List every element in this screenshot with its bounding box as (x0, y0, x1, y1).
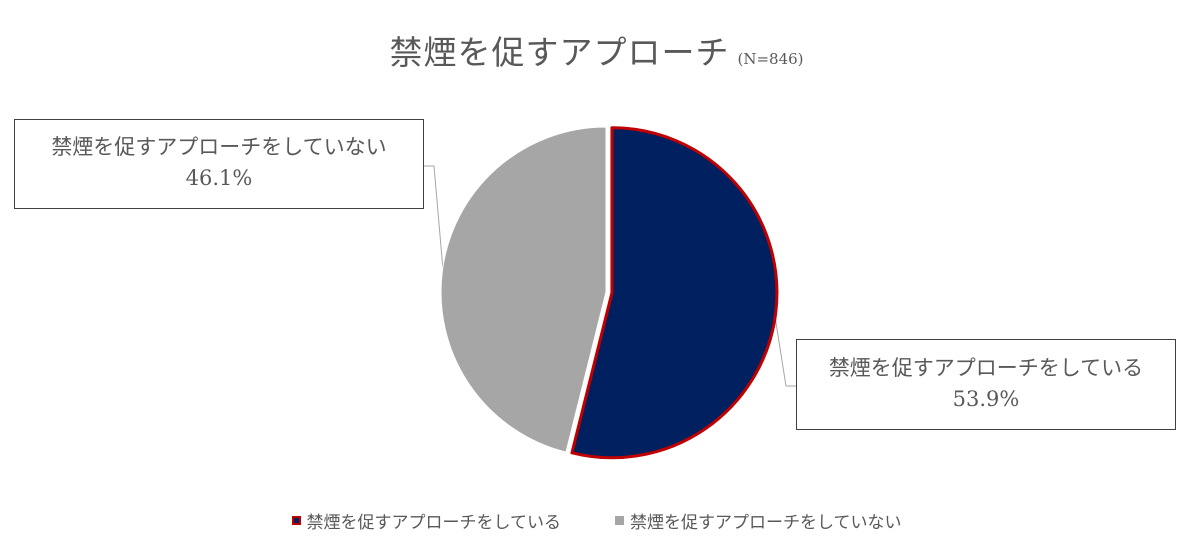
legend-swatch-not-doing (615, 516, 624, 525)
data-label-not-doing-category: 禁煙を促すアプローチをしていない (51, 135, 387, 159)
data-label-not-doing-value: 46.1% (185, 166, 253, 190)
legend-item-doing: 禁煙を促すアプローチをしている (291, 508, 562, 533)
data-label-doing-category: 禁煙を促すアプローチをしている (828, 356, 1144, 380)
data-label-not-doing: 禁煙を促すアプローチをしていない 46.1% (14, 119, 424, 209)
chart-legend: 禁煙を促すアプローチをしている 禁煙を促すアプローチをしていない (0, 508, 1193, 533)
chart-title: 禁煙を促すアプローチ (N=846) (0, 26, 1193, 74)
legend-item-not-doing: 禁煙を促すアプローチをしていない (615, 508, 902, 533)
legend-label-doing: 禁煙を促すアプローチをしている (306, 513, 562, 533)
legend-label-not-doing: 禁煙を促すアプローチをしていない (630, 513, 902, 533)
data-label-doing-value: 53.9% (952, 387, 1020, 411)
chart-title-text: 禁煙を促すアプローチ (389, 33, 730, 72)
legend-swatch-doing (291, 516, 301, 525)
pie-slice-not-doing (440, 126, 607, 453)
chart-subtitle: (N=846) (737, 50, 804, 68)
data-label-doing: 禁煙を促すアプローチをしている 53.9% (796, 339, 1176, 430)
pie-slice-doing (570, 126, 779, 460)
leader-line-not-doing (424, 165, 444, 271)
leader-line-doing (773, 309, 796, 387)
